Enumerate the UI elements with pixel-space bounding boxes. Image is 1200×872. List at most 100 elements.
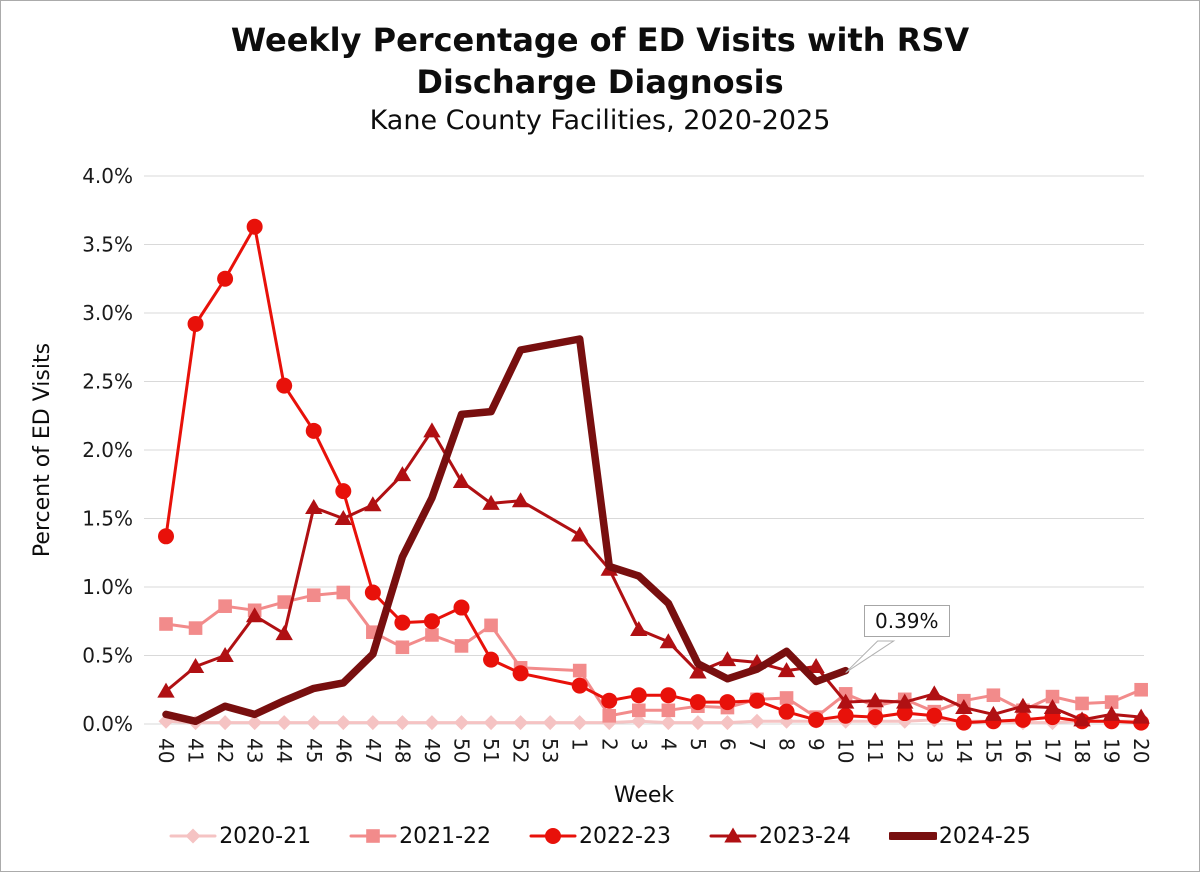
y-tick-label: 2.0%	[82, 438, 133, 462]
data-marker	[159, 617, 173, 631]
data-marker	[423, 613, 440, 630]
data-marker	[925, 685, 943, 701]
chart-header: Weekly Percentage of ED Visits with RSV …	[1, 19, 1199, 136]
x-tick-label: 10	[834, 738, 858, 763]
data-marker	[217, 715, 233, 731]
legend-item-2021-22[interactable]: 2021-22	[349, 823, 491, 849]
data-marker	[777, 662, 796, 678]
data-marker	[483, 651, 500, 668]
data-marker	[217, 270, 234, 287]
data-marker	[1014, 697, 1032, 713]
x-tick-label: 52	[509, 738, 533, 763]
data-marker	[306, 588, 321, 603]
data-marker	[926, 707, 943, 724]
x-tick-label: 17	[1041, 738, 1065, 763]
endpoint-callout: 0.39%	[864, 605, 950, 637]
chart-subtitle: Kane County Facilities, 2020-2025	[369, 105, 831, 137]
data-marker	[246, 218, 263, 235]
data-marker	[454, 715, 469, 731]
x-tick-label: 18	[1070, 738, 1094, 763]
data-marker	[306, 715, 322, 731]
data-marker	[719, 715, 735, 731]
chart-title: Weekly Percentage of ED Visits with RSV …	[1, 19, 1199, 103]
legend-item-2023-24[interactable]: 2023-24	[709, 823, 851, 849]
data-marker	[335, 483, 352, 500]
data-marker	[218, 599, 232, 613]
data-marker	[955, 714, 972, 731]
x-tick-label: 43	[243, 738, 267, 763]
legend-item-2024-25[interactable]: 2024-25	[888, 823, 1031, 849]
data-marker	[542, 715, 558, 731]
data-marker	[955, 699, 973, 715]
thick-line-marker-icon	[888, 832, 937, 840]
data-marker	[364, 496, 382, 512]
x-tick-label: 46	[331, 738, 355, 763]
y-tick-label: 3.0%	[82, 301, 133, 325]
data-marker	[393, 466, 412, 482]
x-tick-label: 48	[390, 738, 414, 763]
data-marker	[454, 639, 469, 653]
x-tick-label: 49	[420, 738, 444, 763]
x-tick-label: 16	[1011, 738, 1035, 763]
data-marker	[425, 628, 439, 642]
data-marker	[778, 703, 795, 720]
x-tick-label: 12	[893, 738, 917, 763]
data-marker	[395, 640, 410, 655]
data-marker	[660, 715, 676, 731]
x-tick-label: 47	[361, 738, 385, 763]
data-marker	[689, 694, 706, 711]
data-marker	[749, 713, 765, 729]
x-tick-label: 53	[538, 738, 562, 763]
y-tick-label: 0.0%	[82, 712, 133, 736]
data-marker	[896, 693, 914, 709]
chart-title-line1: Weekly Percentage of ED Visits with RSV	[230, 21, 970, 59]
data-marker	[453, 599, 470, 616]
data-marker	[719, 694, 736, 711]
x-tick-label: 5	[686, 738, 710, 751]
y-axis-title: Percent of ED Visits	[30, 342, 55, 558]
x-axis-title: Week	[613, 783, 675, 808]
data-marker	[275, 625, 293, 641]
data-marker	[511, 492, 530, 508]
data-marker	[424, 715, 440, 731]
data-marker	[482, 494, 500, 510]
chart-title-line2: Discharge Diagnosis	[416, 63, 784, 102]
x-tick-label: 20	[1129, 738, 1153, 763]
data-marker	[394, 715, 410, 731]
x-tick-label: 6	[715, 738, 739, 751]
data-marker	[571, 677, 588, 694]
data-marker	[423, 422, 441, 438]
data-marker	[365, 715, 381, 731]
data-marker	[512, 665, 529, 682]
data-marker	[661, 703, 676, 718]
data-marker	[364, 584, 381, 601]
data-marker	[896, 705, 913, 722]
x-tick-label: 45	[302, 738, 326, 763]
y-tick-label: 3.5%	[82, 233, 133, 257]
y-tick-label: 0.5%	[82, 644, 133, 668]
callout-leader	[845, 640, 896, 673]
data-marker	[247, 715, 263, 731]
data-marker	[276, 377, 293, 394]
series-line-2022-23	[164, 225, 1143, 725]
square-marker-icon	[349, 829, 397, 843]
data-marker	[836, 693, 855, 709]
y-tick-label: 1.0%	[82, 575, 133, 599]
x-tick-label: 44	[272, 738, 296, 763]
x-tick-label: 19	[1100, 738, 1124, 763]
data-marker	[984, 705, 1003, 721]
legend-item-2020-21[interactable]: 2020-21	[169, 823, 311, 849]
data-marker	[452, 473, 471, 489]
legend-label: 2024-25	[938, 823, 1031, 849]
data-marker	[1132, 708, 1150, 724]
x-tick-label: 4	[656, 738, 680, 751]
data-marker	[157, 682, 175, 698]
y-tick-label: 2.5%	[82, 370, 133, 394]
x-tick-label: 41	[184, 738, 208, 763]
data-marker	[1102, 705, 1121, 721]
data-marker	[986, 688, 1001, 703]
legend-item-2022-23[interactable]: 2022-23	[529, 823, 671, 849]
data-marker	[689, 663, 707, 679]
legend-label: 2020-21	[219, 823, 312, 849]
